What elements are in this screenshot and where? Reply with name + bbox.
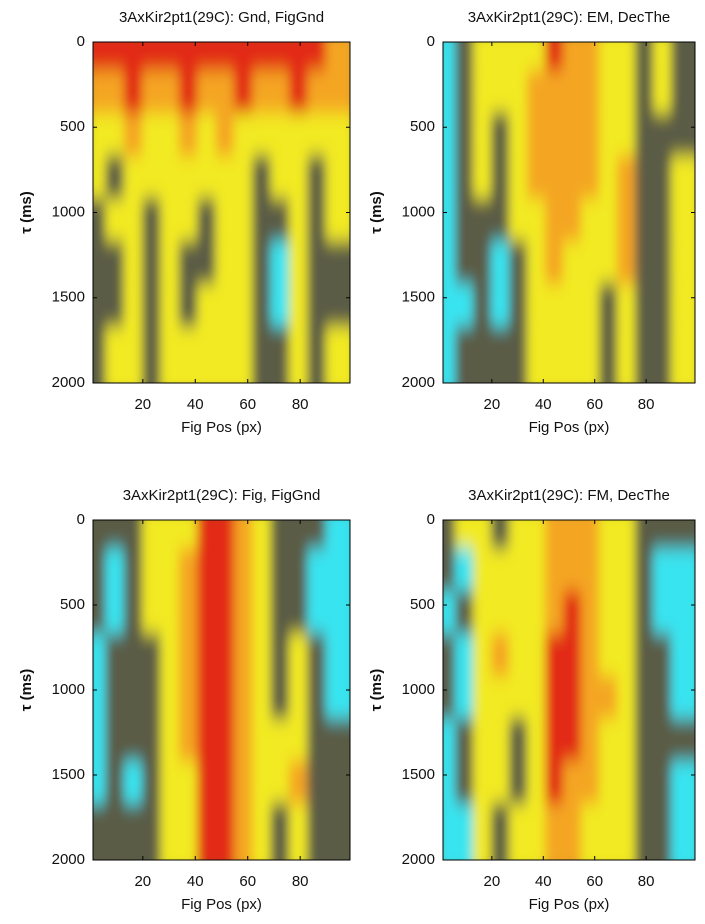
y-tick-label: 1000: [52, 203, 85, 220]
x-tick-label: 20: [484, 873, 501, 890]
y-tick-label: 500: [60, 118, 85, 135]
x-axis-label: Fig Pos (px): [529, 896, 610, 913]
x-axis-label: Fig Pos (px): [181, 419, 262, 436]
heatmap-cells: [93, 42, 350, 383]
x-tick-label: 80: [292, 396, 309, 413]
x-tick-label: 80: [638, 873, 655, 890]
x-tick-label: 40: [187, 396, 204, 413]
y-tick-label: 1000: [52, 681, 85, 698]
y-tick-label: 1500: [52, 289, 85, 306]
x-tick-label: 20: [134, 396, 151, 413]
x-tick-label: 40: [535, 396, 552, 413]
y-axis-label: τ (ms): [18, 669, 35, 712]
x-tick-label: 20: [484, 396, 501, 413]
x-tick-label: 40: [187, 873, 204, 890]
chart-title: 3AxKir2pt1(29C): Gnd, FigGnd: [119, 9, 324, 26]
y-tick-label: 0: [77, 33, 85, 50]
y-axis-label: τ (ms): [18, 191, 35, 234]
y-tick-label: 1000: [402, 681, 435, 698]
heatmap-area: [443, 42, 695, 383]
x-tick-label: 60: [586, 873, 603, 890]
chart-panel: 20 40 60 80 0 500 1000 1500 2000 3AxKir2pt1(29C):…: [368, 9, 696, 436]
x-tick-label: 60: [586, 396, 603, 413]
y-tick-label: 1500: [402, 289, 435, 306]
heatmap-cell: [671, 803, 695, 860]
heatmap-cell: [671, 326, 695, 383]
x-tick-label: 20: [134, 873, 151, 890]
chart-title: 3AxKir2pt1(29C): EM, DecThe: [468, 9, 671, 26]
y-tick-label: 0: [77, 511, 85, 528]
y-tick-label: 2000: [402, 374, 435, 391]
x-axis-label: Fig Pos (px): [181, 896, 262, 913]
y-tick-label: 1500: [52, 766, 85, 783]
x-tick-label: 80: [292, 873, 309, 890]
y-tick-label: 500: [410, 596, 435, 613]
x-tick-label: 40: [535, 873, 552, 890]
chart-panel: 20 40 60 80 0 500 1000 1500 2000 3AxKir2pt1(29C):…: [18, 9, 351, 436]
y-tick-label: 0: [427, 33, 435, 50]
chart-title: 3AxKir2pt1(29C): Fig, FigGnd: [123, 487, 321, 504]
heatmap-area: [93, 520, 350, 860]
y-tick-label: 1000: [402, 203, 435, 220]
y-tick-label: 2000: [402, 851, 435, 868]
chart-title: 3AxKir2pt1(29C): FM, DecThe: [468, 487, 670, 504]
y-tick-label: 500: [410, 118, 435, 135]
x-tick-label: 80: [638, 396, 655, 413]
x-axis-label: Fig Pos (px): [529, 419, 610, 436]
heatmap-cells: [443, 520, 695, 860]
heatmap-cells: [93, 520, 350, 860]
x-tick-label: 60: [239, 396, 256, 413]
y-tick-label: 0: [427, 511, 435, 528]
y-axis-label: τ (ms): [368, 669, 385, 712]
heatmap-area: [443, 520, 695, 860]
heatmap-cell: [325, 803, 350, 860]
y-tick-label: 500: [60, 596, 85, 613]
heatmap-cell: [325, 326, 350, 383]
y-tick-label: 1500: [402, 766, 435, 783]
y-tick-label: 2000: [52, 851, 85, 868]
heatmap-area: [93, 42, 350, 383]
chart-panel: 20 40 60 80 0 500 1000 1500 2000 3AxKir2pt1(29C):…: [368, 487, 696, 913]
y-axis-label: τ (ms): [368, 191, 385, 234]
x-tick-label: 60: [239, 873, 256, 890]
y-tick-label: 2000: [52, 374, 85, 391]
chart-panel: 20 40 60 80 0 500 1000 1500 2000 3AxKir2pt1(29C):…: [18, 487, 351, 913]
heatmap-cells: [443, 42, 695, 383]
